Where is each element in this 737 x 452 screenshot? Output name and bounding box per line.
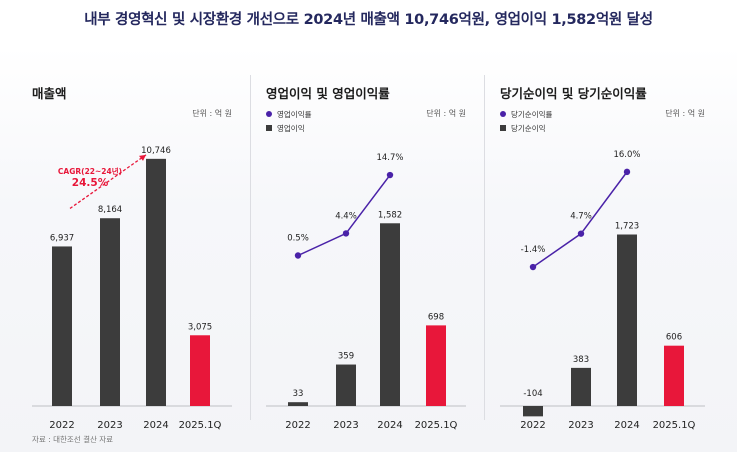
category-label: 2023 xyxy=(333,420,358,431)
legend-operating-margin: 영업이익률 xyxy=(277,109,312,119)
category-label: 2025.1Q xyxy=(415,420,458,431)
bar-value-label: 6,937 xyxy=(50,233,74,243)
category-label: 2023 xyxy=(568,420,593,431)
margin-point-2022 xyxy=(294,252,302,259)
bar-value-label: 698 xyxy=(428,312,444,322)
bar-2025.1Q xyxy=(426,325,446,406)
bar-2023 xyxy=(336,364,356,406)
category-label: 2023 xyxy=(97,420,122,431)
operating-profit-chart-title: 영업이익 및 영업이익률 xyxy=(266,86,390,101)
bar-2024 xyxy=(380,223,400,406)
net-income-legend-square xyxy=(500,125,506,131)
page-headline: 내부 경영혁신 및 시장환경 개선으로 2024년 매출액 10,746억원, … xyxy=(84,12,653,28)
bar-2024 xyxy=(617,234,637,406)
bar-value-label: 1,582 xyxy=(378,210,402,220)
category-label: 2024 xyxy=(377,420,402,431)
legend-operating-profit: 영업이익 xyxy=(277,123,305,133)
margin-value-label: 4.7% xyxy=(570,212,592,222)
bar-value-label: 359 xyxy=(338,352,354,362)
category-label: 2025.1Q xyxy=(179,420,222,431)
cagr-value: 24.5% xyxy=(72,177,109,189)
operating-profit-legend: 영업이익률 영업이익 xyxy=(266,107,312,135)
background-band xyxy=(0,46,737,452)
net-income-chart-panel: 당기순이익 및 당기순이익률 단위 : 억 원 당기순이익률 당기순이익 -10… xyxy=(500,75,705,431)
margin-legend-dot xyxy=(266,111,272,117)
bar-2024 xyxy=(146,158,166,406)
bar-value-label: 10,746 xyxy=(141,146,171,156)
margin-value-label: 16.0% xyxy=(613,150,640,160)
net-income-chart-svg: -104 2022 383 2023 1,723 2024 606 2025.1Q -1.4% 4… xyxy=(500,150,705,431)
bar-value-label: -104 xyxy=(523,389,542,399)
cagr-label: CAGR(22~24년) xyxy=(58,166,122,176)
margin-value-label: 0.5% xyxy=(287,234,309,244)
bar-value-label: 3,075 xyxy=(188,322,212,332)
margin-point-2024 xyxy=(623,168,631,176)
bar-value-label: 383 xyxy=(573,355,589,365)
category-label: 2024 xyxy=(614,420,639,431)
net-income-chart-title: 당기순이익 및 당기순이익률 xyxy=(500,86,647,101)
bar-2022 xyxy=(523,406,543,417)
net-margin-legend-dot xyxy=(500,111,506,117)
category-label: 2025.1Q xyxy=(653,420,696,431)
operating-profit-unit-label: 단위 : 억 원 xyxy=(426,109,466,118)
margin-point-2024 xyxy=(386,171,394,179)
margin-value-label: 4.4% xyxy=(335,211,357,221)
bar-2023 xyxy=(100,218,120,406)
bar-value-label: 33 xyxy=(293,389,304,399)
bar-2022 xyxy=(288,402,308,406)
net-income-legend: 당기순이익률 당기순이익 xyxy=(500,107,552,135)
operating-profit-chart-panel: 영업이익 및 영업이익률 단위 : 억 원 영업이익률 영업이익 33 2022 3… xyxy=(266,75,466,431)
bar-value-label: 606 xyxy=(666,333,682,343)
legend-net-income: 당기순이익 xyxy=(511,123,546,133)
margin-point-2023 xyxy=(577,230,585,237)
margin-value-label: 14.7% xyxy=(376,153,403,163)
source-note: 자료 : 대한조선 결산 자료 xyxy=(32,435,114,444)
category-label: 2022 xyxy=(520,420,545,431)
bar-2025.1Q xyxy=(190,335,210,406)
margin-value-label: -1.4% xyxy=(521,245,546,255)
panel-divider-1 xyxy=(250,75,251,420)
bar-2025.1Q xyxy=(664,345,684,406)
revenue-unit-label: 단위 : 억 원 xyxy=(192,109,232,118)
profit-legend-square xyxy=(266,125,272,131)
margin-point-2022 xyxy=(529,263,537,271)
panel-divider-2 xyxy=(484,75,485,420)
category-label: 2024 xyxy=(143,420,168,431)
category-label: 2022 xyxy=(49,420,74,431)
legend-net-margin: 당기순이익률 xyxy=(511,109,553,119)
bar-value-label: 1,723 xyxy=(615,222,639,232)
bar-2023 xyxy=(571,367,591,406)
revenue-chart-title: 매출액 xyxy=(32,86,67,101)
margin-point-2023 xyxy=(342,230,350,237)
bar-value-label: 8,164 xyxy=(98,205,122,215)
category-label: 2022 xyxy=(285,420,310,431)
revenue-chart-panel: 매출액 단위 : 억 원 6,937 2022 8,164 2023 10,746 202… xyxy=(32,75,232,431)
bar-2022 xyxy=(52,246,72,406)
cagr-arrow-line xyxy=(69,154,147,209)
operating-profit-chart-svg: 33 2022 359 2023 1,582 2024 698 2025.1Q 0.5% 4.4%… xyxy=(266,153,466,431)
cagr-arrow-head xyxy=(139,154,146,161)
revenue-chart-svg: 6,937 2022 8,164 2023 10,746 2024 3,075 2025.1Q… xyxy=(32,146,232,431)
net-income-unit-label: 단위 : 억 원 xyxy=(665,109,705,118)
